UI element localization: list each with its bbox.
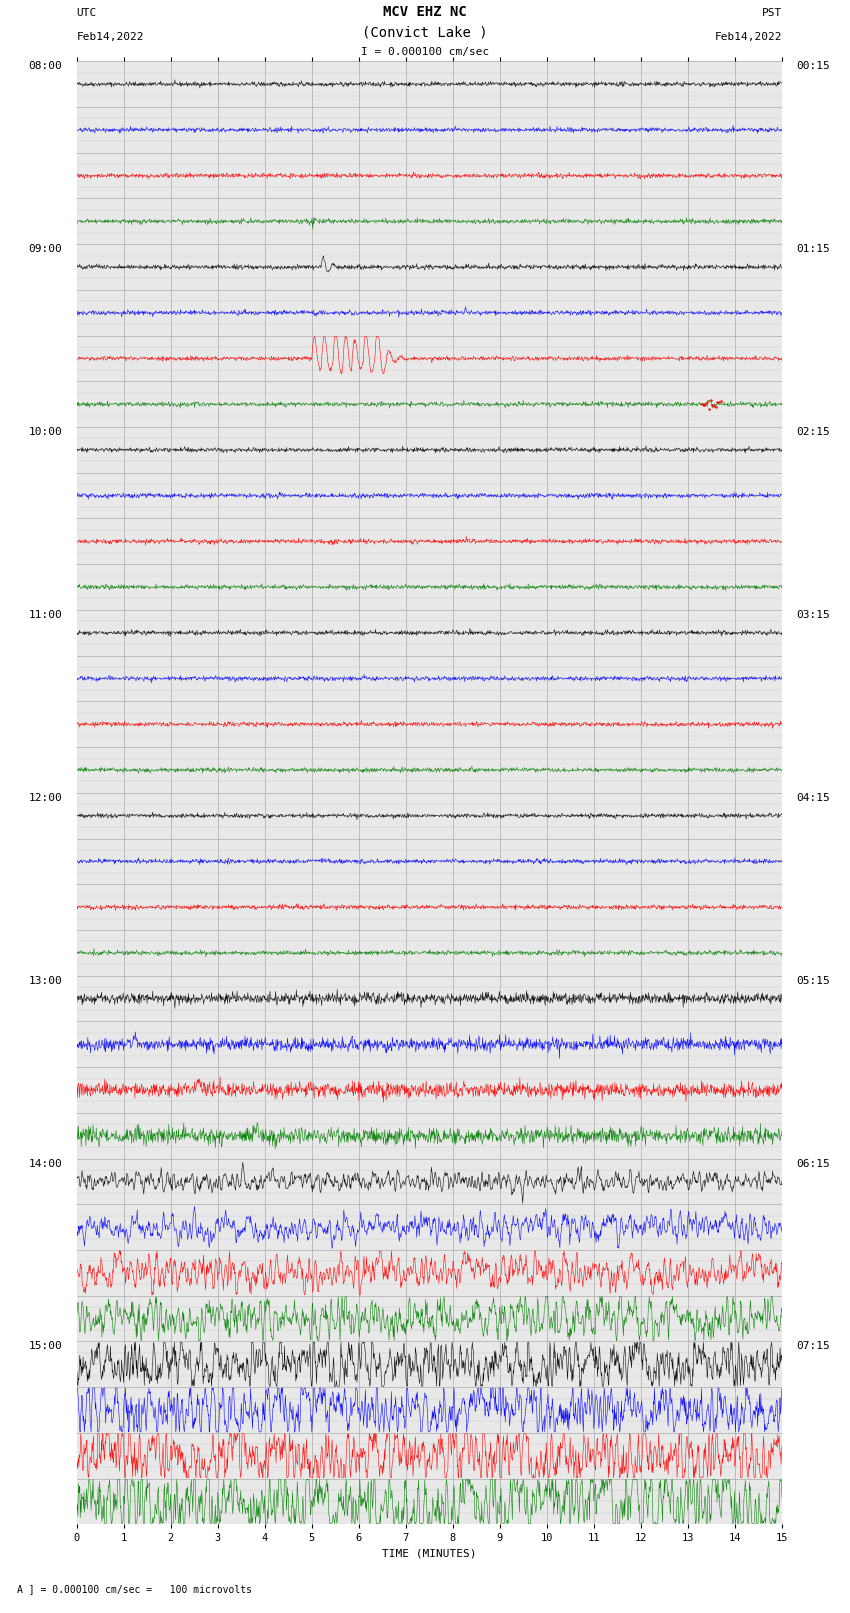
- Text: 14:00: 14:00: [29, 1158, 62, 1168]
- X-axis label: TIME (MINUTES): TIME (MINUTES): [382, 1548, 477, 1558]
- Text: I = 0.000100 cm/sec: I = 0.000100 cm/sec: [361, 47, 489, 56]
- Text: 11:00: 11:00: [29, 610, 62, 619]
- Text: 00:15: 00:15: [796, 61, 830, 71]
- Text: 01:15: 01:15: [796, 244, 830, 255]
- Text: 03:15: 03:15: [796, 610, 830, 619]
- Text: 08:00: 08:00: [29, 61, 62, 71]
- Text: PST: PST: [762, 8, 782, 18]
- Text: 13:00: 13:00: [29, 976, 62, 986]
- Text: UTC: UTC: [76, 8, 97, 18]
- Text: (Convict Lake ): (Convict Lake ): [362, 26, 488, 40]
- Text: 10:00: 10:00: [29, 427, 62, 437]
- Text: A ] = 0.000100 cm/sec =   100 microvolts: A ] = 0.000100 cm/sec = 100 microvolts: [17, 1584, 252, 1594]
- Text: Feb14,2022: Feb14,2022: [76, 32, 144, 42]
- Text: 06:15: 06:15: [796, 1158, 830, 1168]
- Text: 15:00: 15:00: [29, 1342, 62, 1352]
- Text: 12:00: 12:00: [29, 794, 62, 803]
- Text: 07:15: 07:15: [796, 1342, 830, 1352]
- Text: 09:00: 09:00: [29, 244, 62, 255]
- Text: MCV EHZ NC: MCV EHZ NC: [383, 5, 467, 19]
- Text: 05:15: 05:15: [796, 976, 830, 986]
- Text: 02:15: 02:15: [796, 427, 830, 437]
- Text: Feb14,2022: Feb14,2022: [715, 32, 782, 42]
- Text: 04:15: 04:15: [796, 794, 830, 803]
